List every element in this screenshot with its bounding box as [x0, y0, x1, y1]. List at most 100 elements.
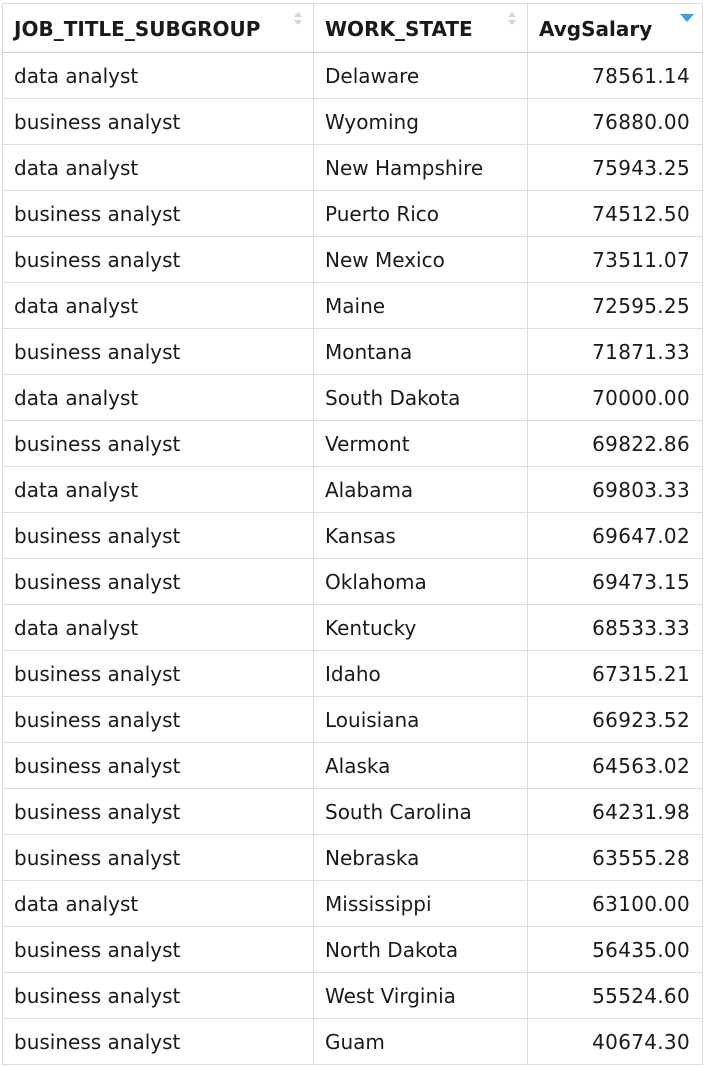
- column-header-avg-salary[interactable]: AvgSalary: [527, 3, 703, 53]
- cell-work-state: Alaska: [313, 742, 528, 789]
- column-header-label: WORK_STATE: [325, 16, 473, 41]
- cell-work-state: Nebraska: [313, 834, 528, 881]
- cell-avg-salary: 63555.28: [527, 834, 703, 881]
- cell-job-title-subgroup: business analyst: [2, 650, 314, 697]
- cell-work-state: Louisiana: [313, 696, 528, 743]
- cell-work-state: New Hampshire: [313, 144, 528, 191]
- sort-neutral-icon[interactable]: [508, 12, 518, 28]
- cell-job-title-subgroup: data analyst: [2, 880, 314, 927]
- cell-avg-salary: 64563.02: [527, 742, 703, 789]
- cell-work-state: Montana: [313, 328, 528, 375]
- sort-descending-icon[interactable]: [680, 14, 694, 22]
- cell-job-title-subgroup: business analyst: [2, 696, 314, 743]
- table-row: business analyst South Carolina 64231.98: [2, 788, 703, 835]
- cell-avg-salary: 68533.33: [527, 604, 703, 651]
- table-row: business analyst Oklahoma 69473.15: [2, 558, 703, 605]
- table-row: data analyst Alabama 69803.33: [2, 466, 703, 513]
- cell-avg-salary: 69647.02: [527, 512, 703, 559]
- cell-work-state: Kentucky: [313, 604, 528, 651]
- cell-work-state: Maine: [313, 282, 528, 329]
- cell-job-title-subgroup: business analyst: [2, 420, 314, 467]
- cell-job-title-subgroup: business analyst: [2, 788, 314, 835]
- cell-work-state: Kansas: [313, 512, 528, 559]
- cell-work-state: North Dakota: [313, 926, 528, 973]
- table-row: data analyst Mississippi 63100.00: [2, 880, 703, 927]
- cell-work-state: Oklahoma: [313, 558, 528, 605]
- cell-avg-salary: 55524.60: [527, 972, 703, 1019]
- cell-avg-salary: 75943.25: [527, 144, 703, 191]
- table-row: business analyst Puerto Rico 74512.50: [2, 190, 703, 237]
- table-row: business analyst New Mexico 73511.07: [2, 236, 703, 283]
- cell-avg-salary: 69822.86: [527, 420, 703, 467]
- cell-avg-salary: 78561.14: [527, 52, 703, 99]
- cell-job-title-subgroup: business analyst: [2, 834, 314, 881]
- cell-work-state: Guam: [313, 1018, 528, 1065]
- cell-avg-salary: 64231.98: [527, 788, 703, 835]
- cell-job-title-subgroup: business analyst: [2, 190, 314, 237]
- table-row: data analyst Maine 72595.25: [2, 282, 703, 329]
- cell-avg-salary: 69473.15: [527, 558, 703, 605]
- cell-work-state: West Virginia: [313, 972, 528, 1019]
- cell-job-title-subgroup: business analyst: [2, 972, 314, 1019]
- cell-work-state: South Dakota: [313, 374, 528, 421]
- cell-work-state: Mississippi: [313, 880, 528, 927]
- table-row: business analyst North Dakota 56435.00: [2, 926, 703, 973]
- cell-avg-salary: 56435.00: [527, 926, 703, 973]
- cell-job-title-subgroup: business analyst: [2, 98, 314, 145]
- table-row: business analyst Vermont 69822.86: [2, 420, 703, 467]
- cell-job-title-subgroup: data analyst: [2, 374, 314, 421]
- cell-job-title-subgroup: data analyst: [2, 282, 314, 329]
- cell-work-state: New Mexico: [313, 236, 528, 283]
- table-row: business analyst Guam 40674.30: [2, 1018, 703, 1065]
- cell-avg-salary: 63100.00: [527, 880, 703, 927]
- cell-avg-salary: 67315.21: [527, 650, 703, 697]
- cell-job-title-subgroup: data analyst: [2, 144, 314, 191]
- cell-avg-salary: 70000.00: [527, 374, 703, 421]
- table-row: business analyst West Virginia 55524.60: [2, 972, 703, 1019]
- cell-job-title-subgroup: business analyst: [2, 328, 314, 375]
- table-row: business analyst Alaska 64563.02: [2, 742, 703, 789]
- data-table: JOB_TITLE_SUBGROUP WORK_STATE AvgSalary …: [2, 3, 703, 1065]
- cell-job-title-subgroup: business analyst: [2, 742, 314, 789]
- cell-job-title-subgroup: data analyst: [2, 604, 314, 651]
- table-row: business analyst Wyoming 76880.00: [2, 98, 703, 145]
- cell-avg-salary: 72595.25: [527, 282, 703, 329]
- table-row: data analyst Kentucky 68533.33: [2, 604, 703, 651]
- cell-avg-salary: 69803.33: [527, 466, 703, 513]
- cell-work-state: Puerto Rico: [313, 190, 528, 237]
- cell-work-state: Alabama: [313, 466, 528, 513]
- sort-neutral-icon[interactable]: [294, 12, 304, 28]
- cell-work-state: Delaware: [313, 52, 528, 99]
- column-header-label: AvgSalary: [539, 16, 653, 41]
- table-row: business analyst Nebraska 63555.28: [2, 834, 703, 881]
- table-row: business analyst Montana 71871.33: [2, 328, 703, 375]
- table-row: data analyst New Hampshire 75943.25: [2, 144, 703, 191]
- cell-job-title-subgroup: business analyst: [2, 512, 314, 559]
- cell-avg-salary: 74512.50: [527, 190, 703, 237]
- cell-avg-salary: 73511.07: [527, 236, 703, 283]
- cell-job-title-subgroup: business analyst: [2, 558, 314, 605]
- cell-work-state: Idaho: [313, 650, 528, 697]
- table-row: business analyst Kansas 69647.02: [2, 512, 703, 559]
- cell-avg-salary: 71871.33: [527, 328, 703, 375]
- column-header-job-title-subgroup[interactable]: JOB_TITLE_SUBGROUP: [2, 3, 314, 53]
- cell-job-title-subgroup: business analyst: [2, 1018, 314, 1065]
- cell-work-state: Wyoming: [313, 98, 528, 145]
- header-row: JOB_TITLE_SUBGROUP WORK_STATE AvgSalary: [2, 3, 703, 53]
- cell-job-title-subgroup: data analyst: [2, 52, 314, 99]
- cell-avg-salary: 76880.00: [527, 98, 703, 145]
- cell-work-state: Vermont: [313, 420, 528, 467]
- column-header-work-state[interactable]: WORK_STATE: [313, 3, 528, 53]
- column-header-label: JOB_TITLE_SUBGROUP: [14, 16, 261, 41]
- table-body: data analyst Delaware 78561.14 business ana…: [2, 52, 703, 1065]
- cell-job-title-subgroup: business analyst: [2, 926, 314, 973]
- table-row: data analyst South Dakota 70000.00: [2, 374, 703, 421]
- data-table-container: JOB_TITLE_SUBGROUP WORK_STATE AvgSalary …: [2, 3, 703, 1065]
- cell-job-title-subgroup: business analyst: [2, 236, 314, 283]
- table-row: business analyst Idaho 67315.21: [2, 650, 703, 697]
- table-row: data analyst Delaware 78561.14: [2, 52, 703, 99]
- cell-avg-salary: 66923.52: [527, 696, 703, 743]
- cell-job-title-subgroup: data analyst: [2, 466, 314, 513]
- table-row: business analyst Louisiana 66923.52: [2, 696, 703, 743]
- cell-avg-salary: 40674.30: [527, 1018, 703, 1065]
